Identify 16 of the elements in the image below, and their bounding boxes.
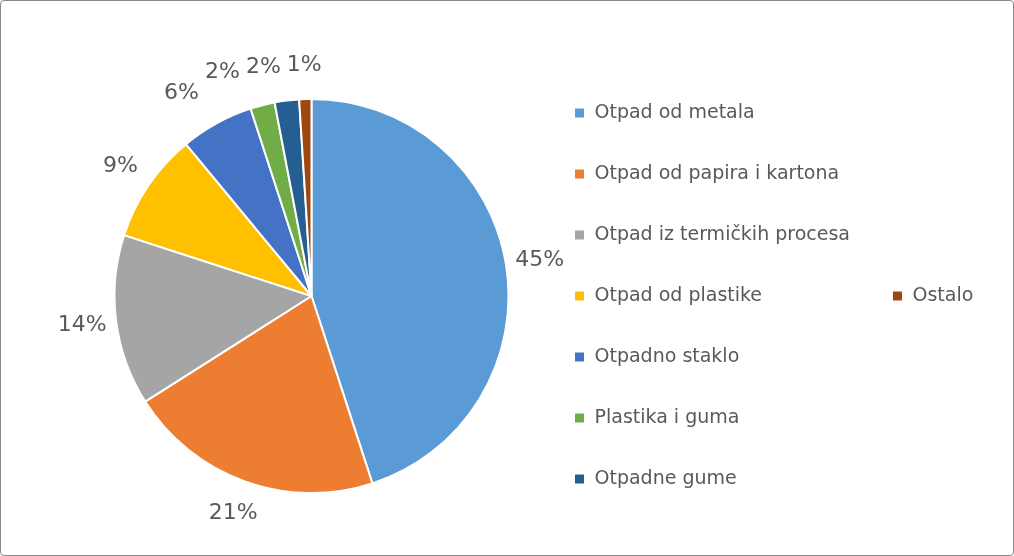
legend-label: Otpad iz termičkih procesa: [594, 221, 850, 244]
legend-label: Otpad od papira i kartona: [594, 160, 840, 183]
data-label: 45%: [515, 245, 565, 271]
data-label: 6%: [164, 79, 199, 105]
data-label: 2%: [204, 57, 240, 83]
data-label: 2%: [245, 52, 281, 78]
data-label: 1%: [286, 50, 322, 76]
legend-label: Otpad od metala: [594, 99, 755, 122]
legend-label: Ostalo: [912, 282, 974, 305]
data-label: 21%: [208, 499, 258, 525]
legend-label: Otpadne gume: [594, 465, 737, 488]
legend-label: Otpad od plastike: [594, 282, 763, 305]
legend-label: Plastika i guma: [594, 404, 740, 427]
legend-label: Otpadno staklo: [594, 343, 740, 366]
data-label: 9%: [102, 151, 138, 177]
data-label: 14%: [57, 310, 107, 336]
